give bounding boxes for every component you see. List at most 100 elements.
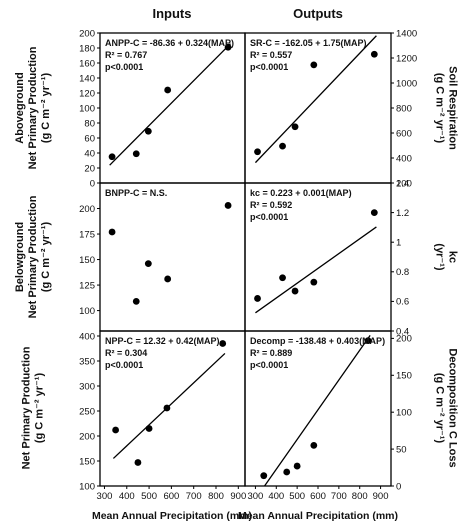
- y-tick-label: 1200: [396, 53, 417, 64]
- data-point: [310, 278, 318, 286]
- annotation: R² = 0.592: [250, 200, 292, 210]
- y-tick-label: 400: [396, 153, 412, 164]
- y-tick-label: 120: [79, 88, 95, 99]
- annotation: NPP-C = 12.32 + 0.42(MAP): [105, 336, 220, 346]
- data-point: [164, 275, 172, 283]
- y-tick-label: 180: [79, 43, 95, 54]
- y-tick-label: 800: [396, 103, 412, 114]
- y-tick-label: 1400: [396, 28, 417, 39]
- y-tick-label: 1: [396, 238, 401, 249]
- regression-line: [263, 335, 371, 486]
- annotation: Decomp = -138.48 + 0.403(MAP): [250, 336, 385, 346]
- y-axis-label: Soil Respiration: [447, 66, 459, 150]
- y-tick-label: 1.4: [396, 178, 409, 189]
- x-tick-label: 400: [119, 491, 135, 502]
- x-tick-label: 900: [373, 491, 389, 502]
- y-axis-label: Decomposition C Loss: [447, 348, 459, 467]
- data-point: [108, 228, 116, 236]
- y-tick-label: 300: [79, 381, 95, 392]
- data-point: [134, 459, 142, 466]
- x-tick-label: 800: [208, 491, 224, 502]
- y-axis-label: Net Primary Production: [27, 46, 39, 169]
- y-tick-label: 1000: [396, 78, 417, 89]
- y-tick-label: 0.8: [396, 267, 409, 278]
- y-tick-label: 0: [90, 178, 95, 189]
- data-point: [370, 209, 378, 217]
- column-title-outputs: Outputs: [293, 6, 343, 21]
- annotation: R² = 0.304: [105, 348, 147, 358]
- annotation: kᴄ = 0.223 + 0.001(MAP): [250, 188, 352, 198]
- y-axis-label: kᴄ: [447, 251, 459, 263]
- y-tick-label: 40: [84, 148, 95, 159]
- data-point: [144, 260, 152, 268]
- data-point: [279, 142, 286, 150]
- panel-anpp: 0 20 40 60 80 100 120 140 160 180 200 ANPP-C = -86.…: [14, 28, 246, 189]
- data-point: [310, 442, 318, 449]
- y-tick-label: 100: [79, 481, 95, 492]
- x-tick-label: 500: [289, 491, 305, 502]
- data-point: [283, 468, 291, 476]
- data-point: [132, 298, 140, 305]
- panel-bnpp: 100 125 150 175 200 BNPP-C = N.S. Belowground N…: [14, 182, 246, 332]
- x-tick-label: 800: [352, 491, 368, 502]
- x-tick-label: 700: [186, 491, 202, 502]
- annotation: R² = 0.767: [105, 50, 147, 60]
- y-tick-label: 150: [396, 371, 412, 382]
- x-axis-label-left: Mean Annual Precipitation (mm): [92, 510, 252, 522]
- y-axis-label: Net Primary Production: [20, 346, 32, 469]
- y-tick-label: 140: [79, 73, 95, 84]
- y-axis-label: (g C m⁻² yr⁻¹): [434, 373, 446, 444]
- y-axis-label: Belowground: [14, 222, 26, 292]
- y-tick-label: 0.4: [396, 326, 409, 337]
- x-tick-label: 600: [163, 491, 179, 502]
- annotation: p<0.0001: [105, 62, 143, 72]
- panel-npp: 100 150 200 250 300 350 400 300 400 500 600 700 800 9…: [20, 330, 246, 502]
- y-axis-label: Net Primary Production: [27, 195, 39, 318]
- y-tick-label: 50: [396, 444, 407, 455]
- data-point: [224, 202, 232, 209]
- x-tick-label: 900: [230, 491, 246, 502]
- data-point: [219, 340, 227, 347]
- y-tick-label: 175: [79, 229, 95, 240]
- annotation: SR-C = -162.05 + 1.75(MAP): [250, 38, 367, 48]
- y-tick-label: 200: [79, 204, 95, 215]
- y-tick-label: 60: [84, 133, 95, 144]
- data-point: [144, 127, 152, 135]
- y-tick-label: 200: [396, 334, 412, 345]
- annotation: p<0.0001: [250, 62, 288, 72]
- data-point: [310, 61, 318, 69]
- regression-line: [255, 226, 377, 314]
- y-axis-label: (g C m⁻² yr⁻¹): [434, 73, 446, 144]
- y-tick-label: 20: [84, 163, 95, 174]
- x-tick-label: 500: [141, 491, 157, 502]
- data-point: [163, 404, 171, 412]
- panel-sr: 200 400 600 800 1000 1200 1400 SR-C = -162.05 +…: [244, 28, 459, 189]
- x-tick-label: 700: [331, 491, 347, 502]
- x-tick-label: 300: [247, 491, 263, 502]
- panel-frame: [99, 182, 246, 332]
- y-axis-label: (g C m⁻² yr⁻¹): [40, 73, 52, 144]
- data-point: [370, 50, 378, 58]
- y-tick-label: 100: [79, 103, 95, 114]
- x-tick-label: 600: [310, 491, 326, 502]
- y-tick-label: 0.6: [396, 297, 409, 308]
- data-point: [279, 274, 286, 282]
- x-tick-label: 400: [268, 491, 284, 502]
- annotation: R² = 0.889: [250, 348, 292, 358]
- y-tick-label: 125: [79, 280, 95, 291]
- y-tick-label: 1.2: [396, 208, 409, 219]
- data-point: [293, 462, 301, 470]
- data-point: [364, 337, 372, 344]
- data-point: [291, 287, 299, 295]
- regression-line: [254, 35, 377, 164]
- y-tick-label: 100: [396, 407, 412, 418]
- regression-line: [109, 43, 231, 166]
- data-point: [291, 123, 299, 131]
- panel-decomp: 0 50 100 150 200 300 400 500 600 700 800 900 Decomp …: [244, 330, 459, 502]
- y-tick-label: 150: [79, 456, 95, 467]
- data-point: [260, 472, 268, 480]
- panel-kc: 0.4 0.6 0.8 1 1.2 1.4 kᴄ = 0.223 + 0.001(MAP) R…: [244, 178, 459, 337]
- y-tick-label: 600: [396, 128, 412, 139]
- y-axis-label: (g C m⁻² yr⁻¹): [40, 222, 52, 293]
